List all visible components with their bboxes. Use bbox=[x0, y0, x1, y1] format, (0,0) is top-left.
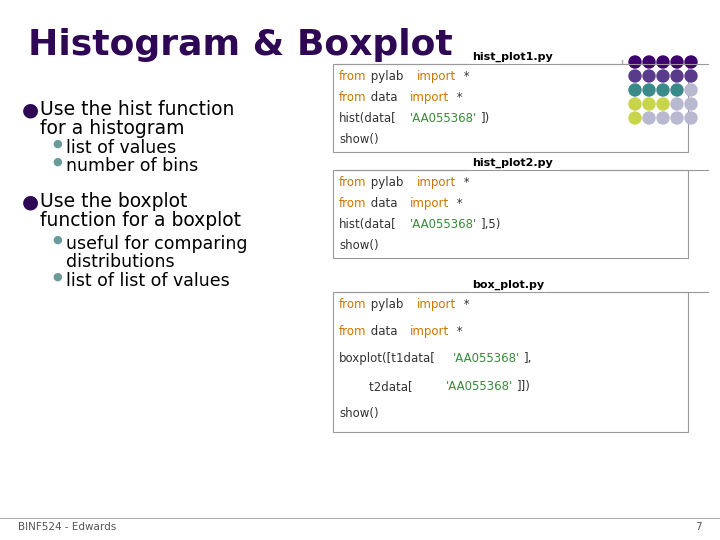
Text: *: * bbox=[459, 298, 469, 311]
Circle shape bbox=[685, 70, 697, 82]
Text: 'AA055368': 'AA055368' bbox=[410, 112, 477, 125]
Circle shape bbox=[629, 112, 641, 124]
Text: import: import bbox=[417, 176, 456, 189]
Text: *: * bbox=[453, 91, 462, 104]
Circle shape bbox=[657, 98, 669, 110]
Circle shape bbox=[671, 98, 683, 110]
Text: pylab: pylab bbox=[367, 298, 408, 311]
Circle shape bbox=[629, 84, 641, 96]
Circle shape bbox=[671, 56, 683, 68]
Text: from: from bbox=[339, 70, 366, 83]
Text: 7: 7 bbox=[696, 522, 702, 532]
Circle shape bbox=[643, 98, 655, 110]
Text: ],5): ],5) bbox=[481, 218, 501, 231]
Text: useful for comparing: useful for comparing bbox=[66, 235, 248, 253]
Text: box_plot.py: box_plot.py bbox=[472, 280, 544, 291]
Text: list of values: list of values bbox=[66, 139, 176, 157]
Text: hist(data[: hist(data[ bbox=[339, 112, 397, 125]
Circle shape bbox=[629, 98, 641, 110]
Text: import: import bbox=[417, 70, 456, 83]
Text: BINF524 - Edwards: BINF524 - Edwards bbox=[18, 522, 116, 532]
Circle shape bbox=[657, 112, 669, 124]
Circle shape bbox=[671, 70, 683, 82]
Text: pylab: pylab bbox=[367, 70, 408, 83]
Text: import: import bbox=[410, 197, 449, 210]
Circle shape bbox=[629, 56, 641, 68]
Circle shape bbox=[643, 112, 655, 124]
FancyBboxPatch shape bbox=[333, 64, 688, 152]
Circle shape bbox=[671, 112, 683, 124]
Text: *: * bbox=[453, 325, 462, 338]
Text: ●: ● bbox=[22, 100, 39, 119]
FancyBboxPatch shape bbox=[333, 292, 688, 432]
Text: import: import bbox=[410, 325, 449, 338]
Circle shape bbox=[685, 112, 697, 124]
Circle shape bbox=[643, 84, 655, 96]
Text: ●: ● bbox=[52, 235, 62, 245]
Text: *: * bbox=[459, 176, 469, 189]
Text: from: from bbox=[339, 91, 366, 104]
Circle shape bbox=[629, 70, 641, 82]
Text: data: data bbox=[367, 197, 402, 210]
Text: Use the boxplot: Use the boxplot bbox=[40, 192, 187, 211]
Circle shape bbox=[671, 84, 683, 96]
Text: data: data bbox=[367, 91, 402, 104]
Circle shape bbox=[643, 70, 655, 82]
Text: ]): ]) bbox=[481, 112, 490, 125]
Text: from: from bbox=[339, 298, 366, 311]
Circle shape bbox=[685, 84, 697, 96]
Text: 'AA055368': 'AA055368' bbox=[453, 353, 520, 366]
Text: 'AA055368': 'AA055368' bbox=[410, 218, 477, 231]
Text: function for a boxplot: function for a boxplot bbox=[40, 211, 241, 230]
Circle shape bbox=[657, 56, 669, 68]
Text: t2data[: t2data[ bbox=[339, 380, 413, 393]
Circle shape bbox=[657, 84, 669, 96]
Text: Histogram & Boxplot: Histogram & Boxplot bbox=[28, 28, 453, 62]
Text: hist_plot2.py: hist_plot2.py bbox=[472, 158, 553, 168]
Circle shape bbox=[643, 56, 655, 68]
Circle shape bbox=[685, 98, 697, 110]
Text: ]]): ]]) bbox=[516, 380, 530, 393]
Text: ●: ● bbox=[52, 272, 62, 282]
Text: from: from bbox=[339, 325, 366, 338]
Text: from: from bbox=[339, 197, 366, 210]
Text: hist_plot1.py: hist_plot1.py bbox=[472, 52, 553, 63]
Text: from: from bbox=[339, 176, 366, 189]
FancyBboxPatch shape bbox=[333, 170, 688, 258]
Text: list of list of values: list of list of values bbox=[66, 272, 230, 290]
Text: boxplot([t1data[: boxplot([t1data[ bbox=[339, 353, 436, 366]
Text: import: import bbox=[410, 91, 449, 104]
Text: pylab: pylab bbox=[367, 176, 408, 189]
Text: ●: ● bbox=[52, 157, 62, 167]
Text: import: import bbox=[417, 298, 456, 311]
Text: distributions: distributions bbox=[66, 253, 175, 271]
Circle shape bbox=[685, 56, 697, 68]
Text: data: data bbox=[367, 325, 402, 338]
Text: Use the hist function: Use the hist function bbox=[40, 100, 235, 119]
Text: ●: ● bbox=[22, 192, 39, 211]
Text: hist(data[: hist(data[ bbox=[339, 218, 397, 231]
Text: number of bins: number of bins bbox=[66, 157, 198, 175]
Text: ●: ● bbox=[52, 139, 62, 149]
Text: show(): show() bbox=[339, 239, 379, 252]
Text: *: * bbox=[459, 70, 469, 83]
Text: show(): show() bbox=[339, 133, 379, 146]
Text: ],: ], bbox=[523, 353, 532, 366]
Text: *: * bbox=[453, 197, 462, 210]
Text: for a histogram: for a histogram bbox=[40, 119, 184, 138]
Text: 'AA055368': 'AA055368' bbox=[446, 380, 513, 393]
Text: show(): show() bbox=[339, 407, 379, 420]
Circle shape bbox=[657, 70, 669, 82]
